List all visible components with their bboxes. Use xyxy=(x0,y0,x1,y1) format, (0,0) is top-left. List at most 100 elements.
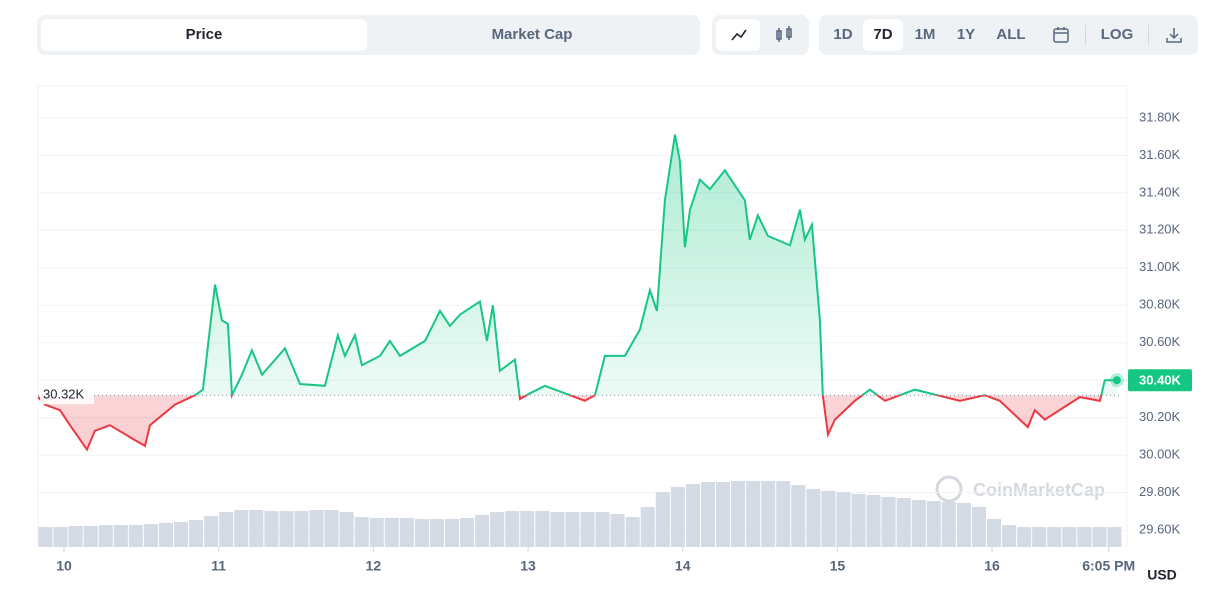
volume-bar xyxy=(550,512,565,547)
volume-bar xyxy=(445,519,460,547)
y-tick-label: 30.20K xyxy=(1139,409,1181,424)
current-dot xyxy=(1112,376,1121,385)
price-line-down xyxy=(37,395,1103,452)
volume-bar xyxy=(174,522,189,547)
volume-bar xyxy=(520,511,535,547)
range-button[interactable]: ALL xyxy=(996,26,1026,43)
x-tick-label: 12 xyxy=(366,558,382,574)
volume-bar xyxy=(324,510,339,547)
volume-bar xyxy=(595,512,610,547)
volume-bar xyxy=(490,512,505,547)
tab-bar: Price Market Cap xyxy=(37,15,700,55)
volume-bar xyxy=(98,525,113,547)
calendar-icon xyxy=(1053,27,1069,43)
baseline-label-bg xyxy=(40,386,94,405)
line-icon xyxy=(731,29,747,41)
area-down xyxy=(38,395,1102,450)
volume-bar xyxy=(1107,527,1122,547)
calendar-button[interactable] xyxy=(1043,19,1079,51)
volume-bar xyxy=(851,494,866,547)
y-tick-label: 29.80K xyxy=(1139,484,1181,499)
range-button[interactable]: 7D xyxy=(863,19,903,51)
volume-bar xyxy=(655,492,670,547)
volume-bar xyxy=(429,519,444,547)
x-tick-label: 13 xyxy=(520,558,536,574)
watermark: CoinMarketCap xyxy=(935,475,1105,503)
volume xyxy=(38,481,1122,547)
currency-label: USD xyxy=(1147,567,1177,583)
volume-bar xyxy=(1002,525,1017,547)
divider xyxy=(1148,25,1149,45)
volume-bar xyxy=(670,487,685,547)
volume-bar xyxy=(971,507,986,547)
volume-bar xyxy=(700,482,715,547)
x-tick-label: 14 xyxy=(675,558,691,574)
volume-bar xyxy=(158,523,173,547)
volume-bar xyxy=(264,511,279,547)
download-icon xyxy=(1166,28,1182,43)
y-tick-label: 30.80K xyxy=(1139,297,1181,312)
volume-bar xyxy=(414,519,429,547)
x-tick-label: 10 xyxy=(56,558,72,574)
y-tick-label: 31.20K xyxy=(1139,222,1181,237)
range-button[interactable]: 1D xyxy=(833,26,853,43)
divider xyxy=(1085,25,1086,45)
volume-bar xyxy=(1032,527,1047,547)
x-tick-label: 11 xyxy=(211,558,226,574)
volume-bar xyxy=(505,511,520,547)
volume-bar xyxy=(384,518,399,547)
price-line-up xyxy=(192,134,1117,396)
volume-bar xyxy=(761,481,776,547)
volume-bar xyxy=(866,495,881,547)
volume-bar xyxy=(219,512,234,547)
log-button[interactable]: LOG xyxy=(1100,26,1134,43)
volume-bar xyxy=(685,484,700,547)
area-up xyxy=(38,134,1117,396)
volume-bar xyxy=(610,514,625,547)
x-tick-label: 15 xyxy=(830,558,846,574)
volume-bar xyxy=(1047,527,1062,547)
volume-bar xyxy=(339,512,354,547)
watermark-text: CoinMarketCap xyxy=(973,480,1105,500)
volume-bar xyxy=(640,507,655,547)
volume-bar xyxy=(83,526,98,547)
volume-bar xyxy=(941,502,956,547)
x-tick-label: 16 xyxy=(984,558,1000,574)
volume-bar xyxy=(234,510,249,547)
volume-bar xyxy=(881,497,896,547)
current-label-bg xyxy=(1128,369,1192,392)
y-tick-label: 31.60K xyxy=(1139,147,1181,162)
volume-bar xyxy=(821,491,836,547)
volume-bar xyxy=(249,510,264,547)
y-tick-label: 31.40K xyxy=(1139,184,1181,199)
volume-bar xyxy=(309,510,324,547)
volume-bar xyxy=(625,517,640,547)
range-button[interactable]: 1M xyxy=(914,26,936,43)
volume-bar xyxy=(565,512,580,547)
y-tick-label: 30.00K xyxy=(1139,447,1181,462)
range-button[interactable]: 1Y xyxy=(956,26,976,43)
chart-type-bar xyxy=(712,15,809,55)
volume-bar xyxy=(776,481,791,547)
volume-bar xyxy=(204,516,219,547)
line-chart-button[interactable] xyxy=(716,19,760,51)
volume-bar xyxy=(369,518,384,547)
y-tick-label: 31.00K xyxy=(1139,259,1181,274)
volume-bar xyxy=(128,525,143,547)
download-button[interactable] xyxy=(1155,19,1193,51)
candle-chart-button[interactable] xyxy=(762,19,806,51)
tab[interactable]: Price xyxy=(41,19,367,51)
volume-bar xyxy=(716,482,731,547)
volume-bar xyxy=(926,501,941,547)
volume-bar xyxy=(746,481,761,547)
volume-bar xyxy=(1077,527,1092,547)
grid xyxy=(38,117,1127,531)
volume-bar xyxy=(475,515,490,547)
volume-bar xyxy=(294,511,309,547)
volume-bar xyxy=(399,518,414,547)
volume-bar xyxy=(143,524,158,547)
volume-bar xyxy=(1017,527,1032,547)
tab[interactable]: Market Cap xyxy=(491,26,573,43)
